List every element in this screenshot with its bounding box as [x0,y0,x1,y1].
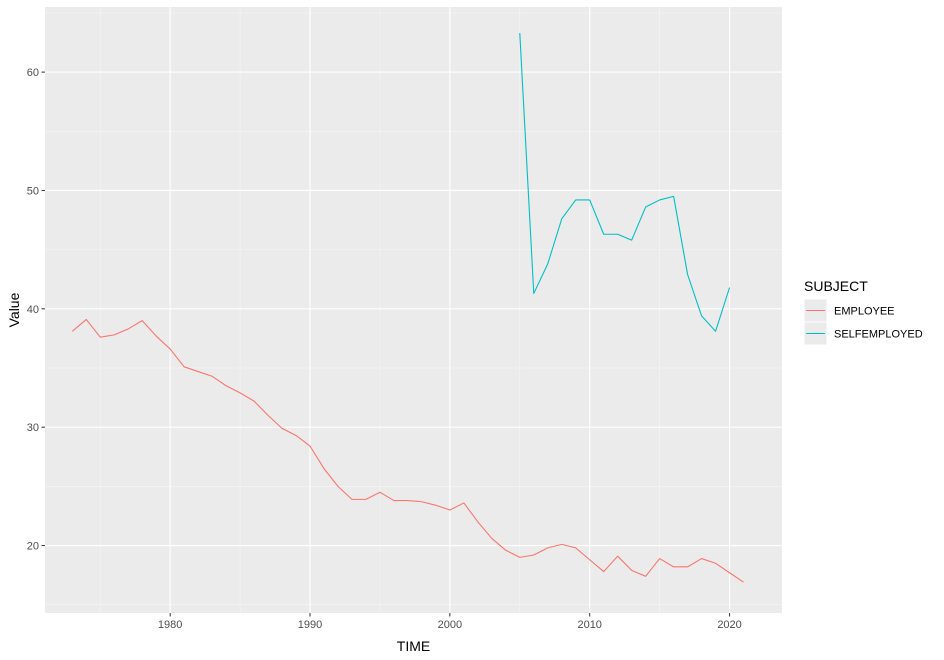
x-tick-label: 2020 [717,619,741,631]
x-tick-label: 2000 [438,619,462,631]
legend-item-selfemployed: SELFEMPLOYED [803,321,923,346]
legend-item-employee: EMPLOYEE [803,298,895,323]
x-tick-label: 2010 [577,619,601,631]
y-tick-label: 50 [27,185,39,197]
legend-title: SUBJECT [804,278,868,294]
major-gridlines [45,7,782,613]
x-axis: 1980 1990 2000 2010 2020 [158,613,742,631]
series-lines [71,33,744,583]
y-axis: 20 30 40 50 60 [27,67,45,553]
y-tick-label: 20 [27,541,39,553]
x-tick-label: 1990 [298,619,322,631]
y-tick-label: 30 [27,422,39,434]
plot-panel [45,7,782,613]
legend: SUBJECT EMPLOYEE SELFEMPLOYED [803,278,923,346]
legend-label: SELFEMPLOYED [834,329,923,341]
y-tick-label: 40 [27,304,39,316]
x-axis-title: TIME [397,638,430,654]
series-line-selfemployed [519,33,731,332]
minor-gridlines [45,7,782,613]
series-line-employee [71,318,744,583]
x-tick-label: 1980 [158,619,182,631]
legend-label: EMPLOYEE [834,306,895,318]
y-axis-title: Value [6,292,22,327]
y-tick-label: 60 [27,67,39,79]
